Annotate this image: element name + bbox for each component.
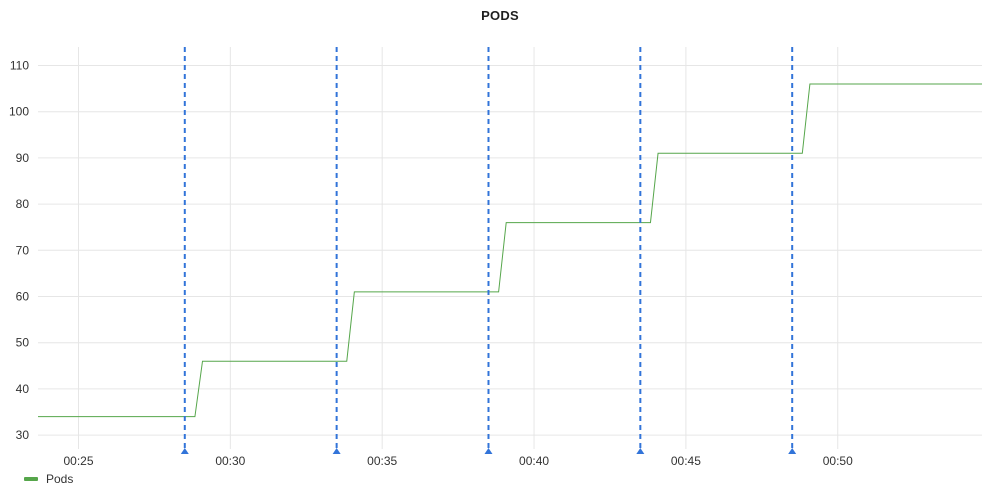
legend-label-pods[interactable]: Pods xyxy=(46,472,74,486)
series-line-pods xyxy=(38,83,982,418)
chart-title: PODS xyxy=(481,8,519,23)
x-tick-label: 00:40 xyxy=(519,454,549,468)
annotation-marker[interactable] xyxy=(332,448,341,454)
y-tick-label: 50 xyxy=(16,336,30,350)
line-chart: 30 40 50 60 70 80 90 100 110 00:25 00:30 00:35 00:4… xyxy=(9,47,982,468)
series-lines xyxy=(38,83,982,418)
legend-swatch-pods xyxy=(24,477,38,481)
x-tick-label: 00:30 xyxy=(215,454,245,468)
annotation-marker[interactable] xyxy=(180,448,189,454)
annotation-marker[interactable] xyxy=(788,448,797,454)
grid xyxy=(38,47,982,449)
y-tick-label: 70 xyxy=(16,243,30,257)
x-tick-label: 00:50 xyxy=(823,454,853,468)
y-tick-label: 80 xyxy=(16,197,30,211)
x-tick-label: 00:35 xyxy=(367,454,397,468)
y-tick-label: 30 xyxy=(16,428,30,442)
y-axis-ticks: 30 40 50 60 70 80 90 100 110 xyxy=(9,58,29,442)
y-tick-label: 110 xyxy=(10,58,29,72)
annotation-marker[interactable] xyxy=(636,448,645,454)
legend[interactable]: Pods xyxy=(24,472,73,486)
y-tick-label: 100 xyxy=(9,105,29,119)
y-tick-label: 90 xyxy=(16,151,30,165)
y-tick-label: 40 xyxy=(16,382,30,396)
y-tick-label: 60 xyxy=(16,290,30,304)
x-tick-label: 00:25 xyxy=(63,454,93,468)
annotation-marker[interactable] xyxy=(484,448,493,454)
annotations[interactable] xyxy=(180,47,797,454)
x-tick-label: 00:45 xyxy=(671,454,701,468)
x-axis-ticks: 00:25 00:30 00:35 00:40 00:45 00:50 xyxy=(63,454,853,468)
